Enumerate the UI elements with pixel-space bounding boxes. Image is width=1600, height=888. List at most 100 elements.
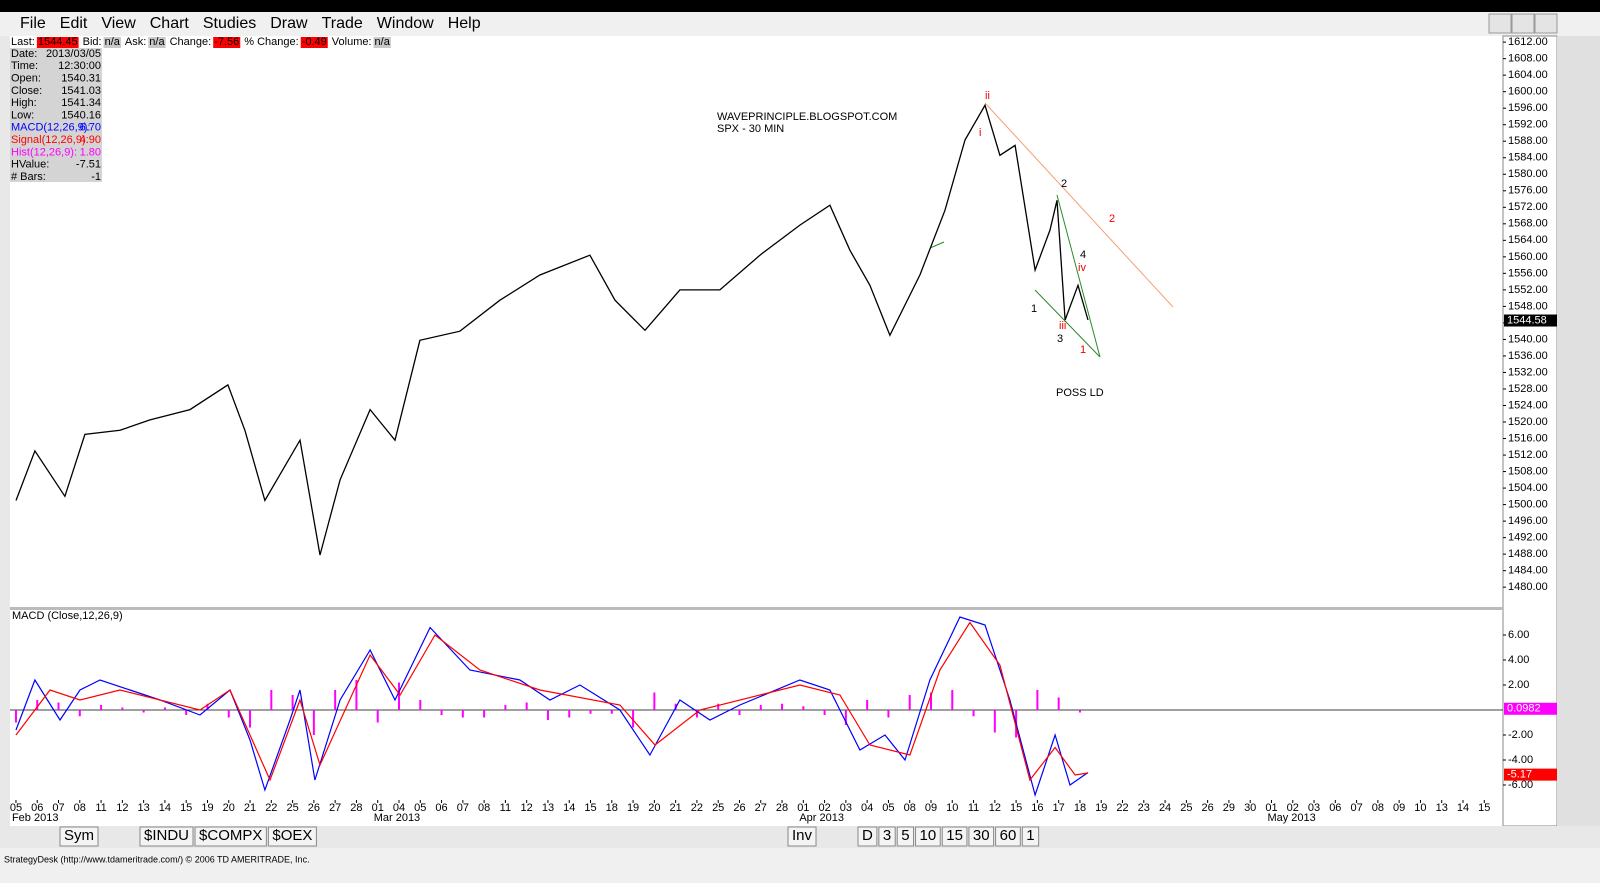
tab-label[interactable]: 15 — [946, 827, 963, 844]
x-tick-label: 28 — [350, 802, 362, 814]
tab[interactable] — [968, 826, 995, 847]
price-axis — [1502, 35, 1558, 827]
hist-bar — [1078, 710, 1081, 713]
y-tick-label: 1500.00 — [1508, 499, 1548, 511]
status-bar — [0, 848, 1600, 883]
title-strip — [0, 0, 1600, 12]
info-value: 12:30:00 — [58, 60, 101, 72]
y-tick-label: 1480.00 — [1508, 581, 1548, 593]
restore[interactable] — [1511, 13, 1535, 34]
tab[interactable] — [194, 826, 267, 847]
x-tick-label: 22 — [691, 802, 703, 814]
hist-bar — [781, 703, 784, 710]
tab[interactable] — [267, 826, 317, 847]
x-tick-label: 14 — [563, 802, 575, 814]
tab[interactable] — [941, 826, 968, 847]
quote-label: Volume: — [332, 36, 372, 48]
tab-label[interactable]: $INDU — [144, 827, 189, 844]
quote-bg — [300, 37, 328, 48]
menu-item[interactable]: View — [101, 15, 136, 32]
x-tick-label: 23 — [1138, 802, 1150, 814]
tab-label[interactable]: 60 — [1000, 827, 1017, 844]
tab[interactable] — [915, 826, 941, 847]
menu-item[interactable]: File — [20, 15, 46, 32]
tab-label[interactable]: 10 — [920, 827, 937, 844]
x-tick-label: 27 — [329, 802, 341, 814]
info-value: 1541.34 — [61, 97, 101, 109]
tab[interactable] — [857, 826, 878, 847]
x-tick-label: 10 — [946, 802, 958, 814]
info-label: Open: — [11, 73, 41, 85]
tab-label[interactable]: Sym — [64, 827, 94, 844]
y-tick-label: 1568.00 — [1508, 218, 1548, 230]
x-tick-label: 28 — [776, 802, 788, 814]
wave-label: 2 — [1109, 213, 1115, 225]
x-tick-label: 05 — [882, 802, 894, 814]
tab-label[interactable]: $OEX — [272, 827, 312, 844]
info-label: HValue: — [11, 159, 49, 171]
menu-item[interactable]: Help — [448, 15, 481, 32]
wave-label: iv — [1078, 262, 1086, 274]
hist-bar — [397, 682, 400, 710]
y-tick-label: 1592.00 — [1508, 119, 1548, 131]
tab[interactable] — [139, 826, 194, 847]
hist-bar — [291, 695, 294, 710]
x-tick-label: 08 — [1372, 802, 1384, 814]
tab[interactable] — [896, 826, 915, 847]
tab-label[interactable]: 1 — [1026, 827, 1034, 844]
x-tick-label: 27 — [755, 802, 767, 814]
menu-item[interactable]: Trade — [322, 15, 363, 32]
y-tick-label: 1548.00 — [1508, 300, 1548, 312]
menu-item[interactable]: Chart — [150, 15, 190, 32]
x-tick-label: 06 — [435, 802, 447, 814]
quote-label: Ask: — [125, 36, 146, 48]
x-tick-label: 08 — [904, 802, 916, 814]
x-tick-label: 02 — [818, 802, 830, 814]
hist-bar — [823, 710, 826, 715]
hist-bar — [653, 692, 656, 710]
tab-label[interactable]: 3 — [883, 827, 891, 844]
quote-value: n/a — [375, 36, 391, 48]
tab[interactable] — [1021, 826, 1040, 847]
chart-subtitle: SPX - 30 MIN — [717, 123, 784, 135]
tab-label[interactable]: 30 — [973, 827, 990, 844]
wave-label: 3 — [1057, 333, 1063, 345]
info-label: Time: — [11, 60, 38, 72]
wave-label: iii — [1059, 320, 1066, 332]
hist-bar — [802, 706, 805, 710]
info-label: High: — [11, 97, 37, 109]
x-tick-label: 07 — [457, 802, 469, 814]
y-tick-label: 1536.00 — [1508, 350, 1548, 362]
menu-item[interactable]: Studies — [203, 15, 256, 32]
hist-bar — [14, 710, 17, 723]
tab[interactable] — [787, 826, 817, 847]
minimize[interactable] — [1488, 13, 1512, 34]
y-tick-label: 1608.00 — [1508, 53, 1548, 65]
x-tick-label: 11 — [500, 802, 511, 814]
y-tick-label: 1524.00 — [1508, 399, 1548, 411]
menu-item[interactable]: Edit — [60, 15, 88, 32]
tab-label[interactable]: Inv — [792, 827, 813, 844]
close[interactable] — [1534, 13, 1558, 34]
tab[interactable] — [59, 826, 99, 847]
hist-bar — [419, 700, 422, 710]
x-tick-label: 17 — [1053, 802, 1065, 814]
wave-label: 1 — [1031, 303, 1037, 315]
hist-bar — [163, 707, 166, 710]
tab-label[interactable]: D — [862, 827, 873, 844]
tab-label[interactable]: $COMPX — [199, 827, 262, 844]
month-label: Apr 2013 — [799, 812, 844, 824]
y-tick-label: 1516.00 — [1508, 432, 1548, 444]
quote-bg — [213, 37, 241, 48]
quote-label: % Change: — [244, 36, 298, 48]
tab[interactable] — [995, 826, 1021, 847]
tab-label[interactable]: 5 — [901, 827, 909, 844]
tab[interactable] — [878, 826, 896, 847]
series-line — [15, 621, 1089, 782]
menu-bar — [0, 12, 1600, 36]
info-value: -1 — [91, 171, 101, 183]
panel-title: MACD (Close,12,26,9) — [12, 610, 123, 622]
menu-item[interactable]: Draw — [270, 15, 308, 32]
y-tick-label: 1504.00 — [1508, 482, 1548, 494]
menu-item[interactable]: Window — [377, 15, 434, 32]
